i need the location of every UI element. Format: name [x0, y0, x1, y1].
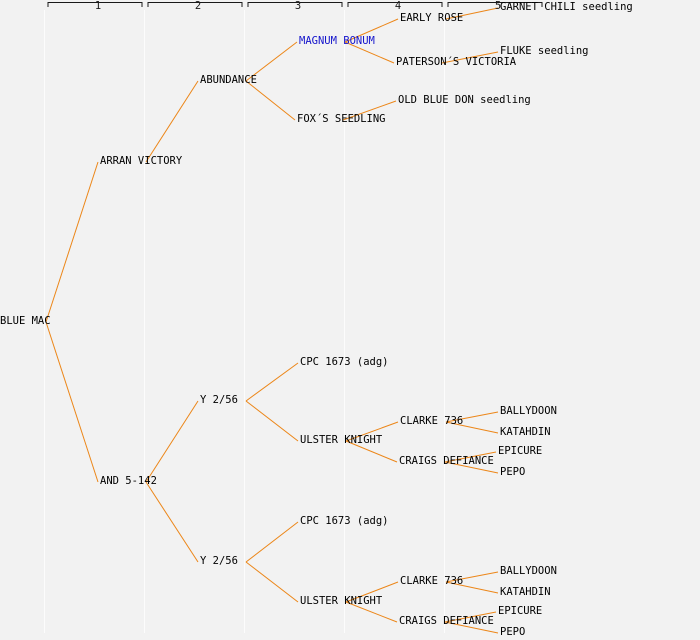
tree-node-fluke-seedling[interactable]: FLUKE seedling	[500, 45, 589, 57]
pedigree-edge-and-5-142--y-2-56-b	[145, 481, 199, 563]
pedigree-edge-magnum-bonum--patersons-victoria	[344, 41, 395, 64]
pedigree-edge-ulster-knight-a--craigs-defiance-a	[345, 440, 398, 463]
pedigree-edge-clarke-736-b--katahdin-b	[445, 581, 499, 594]
tree-node-ulster-knight-b[interactable]: ULSTER KNIGHT	[300, 595, 383, 607]
generation-label: 5	[494, 0, 502, 12]
tree-node-katahdin-a[interactable]: KATAHDIN	[500, 426, 551, 438]
tree-node-epicure-b[interactable]: EPICURE	[498, 605, 543, 617]
generation-label: 1	[94, 0, 102, 12]
generation-bracket	[47, 2, 143, 7]
pedigree-edge-craigs-defiance-a--pepo-a	[444, 461, 499, 474]
pedigree-edge-abundance--magnum-bonum	[245, 41, 298, 82]
tree-node-patersons-victoria[interactable]: PATERSON´S VICTORIA	[396, 56, 517, 68]
tree-node-abundance[interactable]: ABUNDANCE	[200, 74, 257, 86]
pedigree-edge-ulster-knight-a--clarke-736-a	[345, 421, 399, 442]
tree-node-ballydoon-b[interactable]: BALLYDOON	[500, 565, 557, 577]
tree-node-early-rose[interactable]: EARLY ROSE	[400, 12, 464, 24]
generation-label: 2	[194, 0, 202, 12]
tree-node-magnum-bonum[interactable]: MAGNUM BONUM	[299, 35, 375, 47]
generation-label: 4	[394, 0, 402, 12]
pedigree-edge-magnum-bonum--early-rose	[344, 18, 399, 43]
tree-node-y-2-56-a[interactable]: Y 2/56	[200, 394, 238, 406]
tree-node-craigs-defiance-a[interactable]: CRAIGS DEFIANCE	[399, 455, 494, 467]
pedigree-edge-blue-mac--arran-victory	[45, 161, 99, 323]
tree-node-ulster-knight-a[interactable]: ULSTER KNIGHT	[300, 434, 383, 446]
pedigree-edge-y-2-56-a--cpc-1673-adg-a	[245, 362, 299, 402]
pedigree-edge-and-5-142--y-2-56-a	[145, 400, 199, 483]
pedigree-edge-y-2-56-a--ulster-knight-a	[245, 400, 299, 442]
pedigree-edge-y-2-56-b--ulster-knight-b	[245, 561, 299, 603]
pedigree-edge-arran-victory--abundance	[145, 80, 199, 163]
tree-node-blue-mac[interactable]: BLUE MAC	[0, 315, 51, 327]
pedigree-edge-clarke-736-a--ballydoon-a	[445, 411, 499, 423]
tree-node-garnet-chili-seedling[interactable]: GARNET CHILI seedling	[500, 1, 633, 13]
tree-node-clarke-736-a[interactable]: CLARKE 736	[400, 415, 464, 427]
tree-node-epicure-a[interactable]: EPICURE	[498, 445, 543, 457]
tree-node-old-blue-don-seedling[interactable]: OLD BLUE DON seedling	[398, 94, 531, 106]
generation-bracket	[147, 2, 243, 7]
pedigree-edge-abundance--foxs-seedling	[245, 80, 296, 121]
tree-node-cpc-1673-adg-a[interactable]: CPC 1673 (adg)	[300, 356, 389, 368]
generation-bracket	[247, 2, 343, 7]
generation-label: 3	[294, 0, 302, 12]
pedigree-edge-patersons-victoria--fluke-seedling	[441, 51, 499, 64]
pedigree-edge-clarke-736-b--ballydoon-b	[445, 571, 499, 583]
tree-node-craigs-defiance-b[interactable]: CRAIGS DEFIANCE	[399, 615, 494, 627]
tree-node-and-5-142[interactable]: AND 5-142	[100, 475, 157, 487]
pedigree-edge-y-2-56-b--cpc-1673-adg-b	[245, 521, 299, 563]
pedigree-edge-clarke-736-a--katahdin-a	[445, 421, 499, 434]
pedigree-edge-craigs-defiance-b--epicure-b	[444, 611, 497, 623]
tree-node-clarke-736-b[interactable]: CLARKE 736	[400, 575, 464, 587]
pedigree-edge-craigs-defiance-b--pepo-b	[444, 621, 499, 634]
generation-bracket	[447, 2, 543, 7]
tree-node-cpc-1673-adg-b[interactable]: CPC 1673 (adg)	[300, 515, 389, 527]
tree-node-pepo-b[interactable]: PEPO	[500, 626, 526, 638]
tree-node-pepo-a[interactable]: PEPO	[500, 466, 526, 478]
tree-node-arran-victory[interactable]: ARRAN VICTORY	[100, 155, 183, 167]
pedigree-edge-ulster-knight-b--clarke-736-b	[345, 581, 399, 603]
tree-node-y-2-56-b[interactable]: Y 2/56	[200, 555, 238, 567]
generation-bracket	[347, 2, 443, 7]
pedigree-edge-ulster-knight-b--craigs-defiance-b	[345, 601, 398, 623]
pedigree-edge-foxs-seedling--old-blue-don-seedling	[342, 100, 397, 121]
pedigree-edge-blue-mac--and-5-142	[45, 321, 99, 483]
pedigree-edge-early-rose--garnet-chili-seedling	[445, 7, 499, 20]
pedigree-edge-craigs-defiance-a--epicure-a	[444, 451, 497, 463]
tree-node-foxs-seedling[interactable]: FOX´S SEEDLING	[297, 113, 386, 125]
tree-node-ballydoon-a[interactable]: BALLYDOON	[500, 405, 557, 417]
tree-node-katahdin-b[interactable]: KATAHDIN	[500, 586, 551, 598]
